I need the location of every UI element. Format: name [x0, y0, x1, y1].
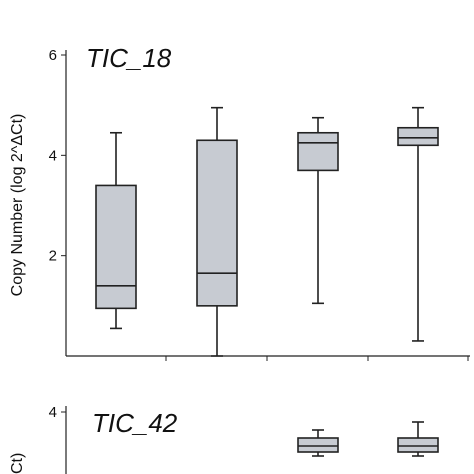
panel-bottom-axes — [61, 406, 67, 474]
top-y-tick-label-0: 2 — [49, 248, 57, 265]
top-box-1-iqr — [196, 139, 238, 307]
panel-bottom-tick-labels: 4 — [49, 404, 57, 421]
top-y-tick-label-1: 4 — [49, 147, 57, 164]
top-y-tick-label-2: 6 — [49, 47, 57, 64]
panel-top: TIC_18 Copy Number (log 2^ΔCt) 2 4 6 — [9, 43, 470, 361]
bot-box-1-iqr — [397, 437, 439, 453]
bot-box-0 — [297, 429, 339, 457]
bot-y-tick-label-0: 4 — [49, 404, 57, 421]
panel-top-tick-labels: 2 4 6 — [49, 47, 57, 265]
panel-top-title: TIC_18 — [86, 43, 172, 73]
panel-bottom: TIC_42 Ct) 4 — [9, 404, 439, 474]
top-box-2 — [297, 116, 339, 305]
bot-box-1 — [397, 421, 439, 457]
panel-top-boxes — [95, 106, 439, 357]
panel-bottom-y-axis-label: Ct) — [9, 453, 26, 474]
top-box-1 — [196, 106, 238, 357]
panel-bottom-boxes — [297, 421, 439, 457]
top-box-0 — [95, 131, 137, 330]
panel-top-y-axis-label: Copy Number (log 2^ΔCt) — [9, 114, 26, 297]
top-box-3-iqr — [397, 126, 439, 147]
bot-box-0-iqr — [297, 437, 339, 453]
top-box-0-iqr — [95, 184, 137, 310]
panel-top-axes — [61, 50, 470, 361]
top-box-2-iqr — [297, 131, 339, 172]
top-box-3 — [397, 106, 439, 342]
panel-bottom-title: TIC_42 — [92, 408, 178, 438]
